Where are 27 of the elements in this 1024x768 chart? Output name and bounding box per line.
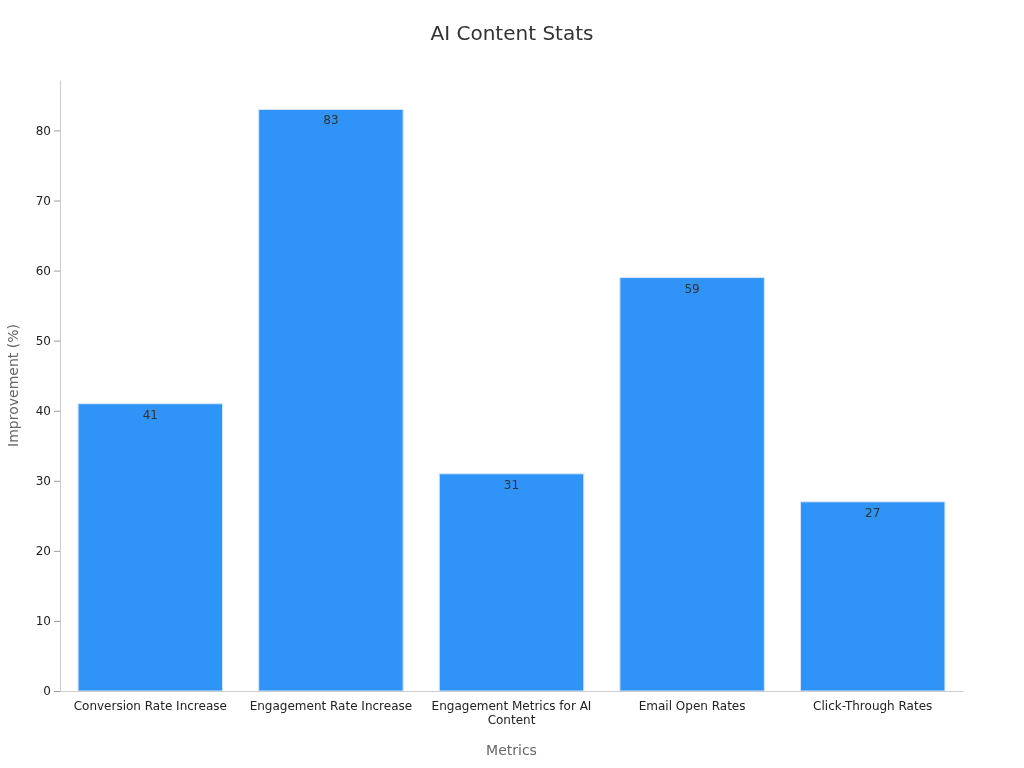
data-label: 83 <box>323 113 339 128</box>
bar <box>77 403 224 692</box>
bar <box>258 108 404 692</box>
y-tick-label: 70 <box>35 193 51 208</box>
data-label: 31 <box>503 477 520 492</box>
y-tick-label: 50 <box>35 334 51 348</box>
y-tick-label: 60 <box>35 263 51 278</box>
y-tick-label: 0 <box>43 684 51 699</box>
bar <box>438 473 585 692</box>
x-tick-label: Conversion Rate Increase <box>73 698 227 713</box>
y-axis-title: Improvement (%) <box>5 324 21 447</box>
bar <box>799 501 946 692</box>
data-label: 41 <box>142 407 158 422</box>
x-tick-label: Engagement Rate Increase <box>249 698 413 713</box>
x-tick-label: Engagement Metrics for AI Content <box>431 698 592 727</box>
data-label: 59 <box>684 281 700 296</box>
x-tick-label: Email Open Rates <box>638 698 746 713</box>
y-tick-label: 20 <box>35 544 51 559</box>
x-axis-title: Metrics <box>486 742 537 758</box>
y-tick-label: 80 <box>35 123 51 138</box>
chart-title: AI Content Stats <box>430 21 594 45</box>
x-tick-label: Click-Through Rates <box>813 698 933 713</box>
y-tick-label: 30 <box>35 474 51 489</box>
bar <box>619 277 765 692</box>
y-tick-label: 10 <box>35 614 51 629</box>
data-label: 27 <box>865 505 881 520</box>
y-tick-label: 40 <box>35 404 51 419</box>
